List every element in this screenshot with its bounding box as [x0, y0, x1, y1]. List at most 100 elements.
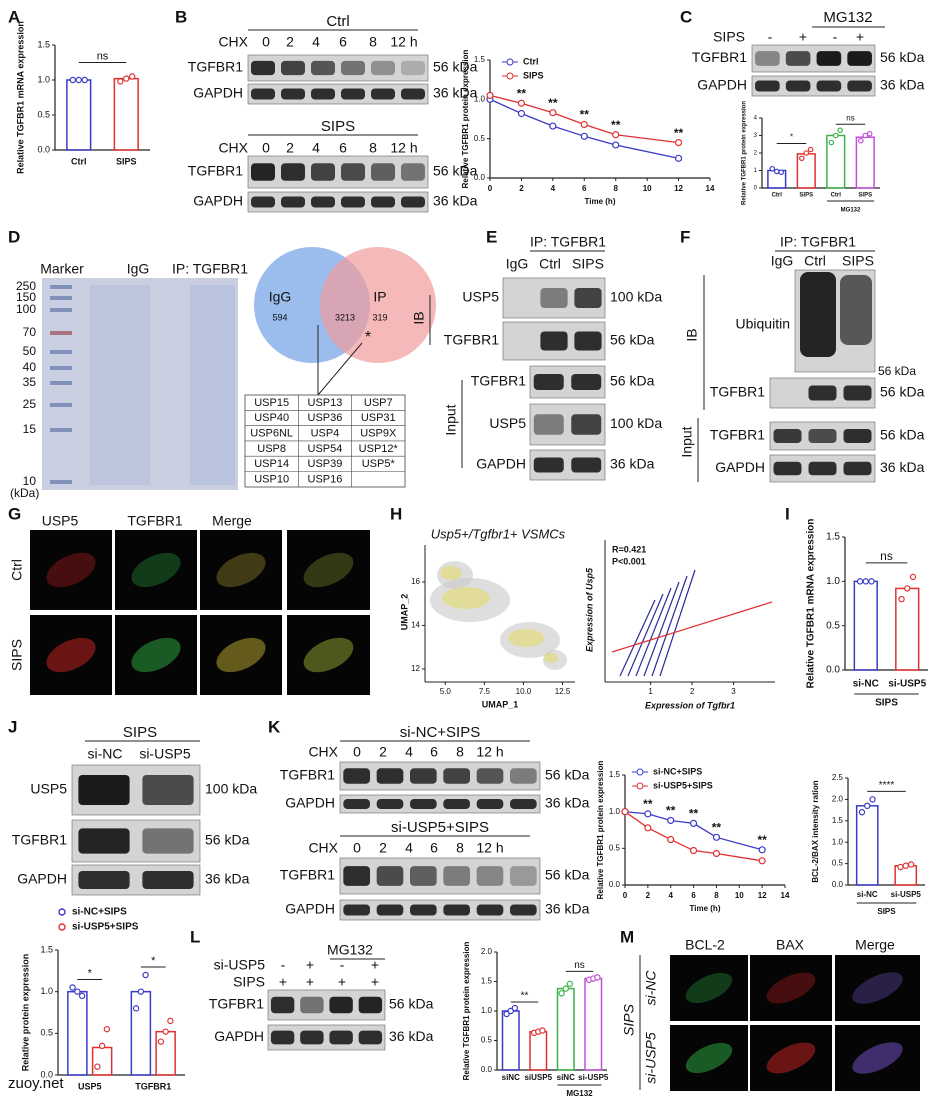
panel-letter: H: [390, 504, 402, 523]
data-point: [758, 857, 766, 865]
lane-label: 12 h: [390, 34, 417, 50]
ladder-label: 100: [16, 302, 36, 316]
x-tick-label: si-NC: [857, 890, 878, 899]
band: [476, 866, 504, 886]
y-tick-label: 14: [411, 621, 420, 630]
label: UMAP_1: [482, 699, 519, 709]
band: [410, 799, 437, 809]
data-point: [869, 796, 876, 803]
lane-label: 2: [379, 840, 387, 856]
band: [341, 163, 365, 181]
y-tick-label: 0.0: [832, 880, 844, 889]
y-tick-label: 1.5: [40, 944, 53, 954]
label: si-NC: [643, 970, 659, 1006]
micrograph: [287, 530, 370, 610]
band: [510, 904, 537, 916]
band: [300, 996, 324, 1014]
band: [476, 904, 504, 916]
x-tick-label: siNC: [557, 1073, 575, 1082]
x-axis-label: Time (h): [690, 904, 721, 913]
table-cell: USP36: [308, 412, 343, 424]
data-point: [81, 76, 88, 84]
data-point: [758, 846, 766, 854]
micrograph: [750, 955, 832, 1021]
x-tick-label: 14: [706, 184, 715, 193]
condition-mark: -: [281, 957, 286, 973]
data-point: [75, 76, 82, 84]
x-tick-label: 2: [690, 687, 695, 696]
umap-highlight: [440, 566, 462, 580]
y-tick-label: 1.0: [826, 576, 840, 587]
band: [343, 799, 370, 809]
blot: [339, 857, 541, 895]
band: [270, 996, 295, 1014]
band: [251, 163, 275, 181]
x-tick-label: si-NC: [853, 679, 879, 690]
data-point: [78, 992, 86, 1000]
x-tick-label: 14: [781, 891, 790, 900]
band: [843, 385, 872, 401]
blot: [339, 761, 541, 791]
band: [808, 385, 837, 401]
y-axis-label: Relative TGFBR1 protein expression: [462, 942, 471, 1081]
band: [281, 60, 305, 76]
row-label: GAPDH: [193, 193, 243, 209]
ladder-band: [50, 480, 72, 484]
chx-label: CHX: [308, 840, 338, 856]
annotation: *: [151, 955, 156, 967]
scatter-streak: [627, 593, 664, 677]
lane-label: 0: [353, 840, 361, 856]
annotation: **: [674, 126, 684, 140]
legend-label: Ctrl: [523, 56, 539, 66]
bar: [67, 990, 88, 1076]
band: [401, 88, 425, 100]
ladder-label: 70: [23, 325, 37, 339]
column-label: Merge: [212, 513, 252, 529]
y-tick-label: 1.0: [474, 94, 486, 103]
group-label: MG132: [566, 1089, 593, 1098]
cell-signal: [131, 637, 181, 673]
row-label: GAPDH: [285, 795, 335, 811]
legend-marker: [58, 908, 66, 916]
column-label: BAX: [776, 937, 805, 953]
bar: [91, 1046, 113, 1076]
band: [540, 288, 568, 308]
band: [371, 163, 395, 181]
x-tick-label: SIPS: [858, 193, 872, 199]
band: [78, 775, 130, 805]
row-label: TGFBR1: [12, 832, 67, 848]
band: [571, 374, 602, 390]
x-tick-label: 6: [691, 891, 696, 900]
cell-signal: [46, 637, 96, 673]
kda-label: 100 kDa: [610, 289, 662, 305]
data-point: [486, 91, 494, 100]
band: [78, 828, 130, 854]
cell-signal: [216, 637, 266, 673]
label: MG132: [823, 9, 872, 26]
ladder-label: 40: [23, 360, 37, 374]
x-tick-label: 10: [735, 891, 744, 900]
bar: [855, 805, 879, 886]
data-point: [904, 585, 911, 592]
kda-label: 56 kDa: [389, 996, 434, 1012]
bar: [155, 1030, 176, 1076]
kda-label: 56 kDa: [433, 163, 478, 179]
y-tick-label: 3: [754, 133, 758, 139]
y-tick-label: 1.0: [481, 1006, 493, 1015]
column-label: BCL-2: [685, 937, 725, 953]
kda-label: 56 kDa: [880, 427, 925, 443]
band: [371, 88, 395, 100]
lane-label: 4: [312, 34, 320, 50]
annotation: ns: [846, 113, 854, 122]
band: [341, 88, 365, 100]
x-tick-label: siNC: [502, 1073, 520, 1082]
x-tick-label: 10: [643, 184, 652, 193]
band: [401, 163, 425, 181]
data-point: [858, 137, 864, 144]
x-tick-label: 3: [731, 687, 736, 696]
table-cell: USP4: [311, 428, 340, 440]
x-tick-label: 0: [623, 891, 628, 900]
lane-label: SIPS: [572, 256, 604, 272]
table-cell: USP12*: [359, 443, 399, 455]
kda-label: 36 kDa: [389, 1028, 434, 1044]
